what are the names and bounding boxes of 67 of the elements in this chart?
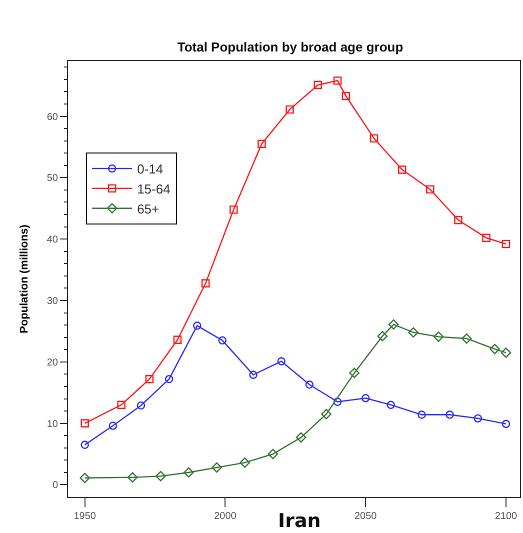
y-tick-label: 20 <box>46 357 58 368</box>
point <box>80 419 89 428</box>
point <box>212 462 222 473</box>
point <box>277 357 286 366</box>
point <box>286 105 294 114</box>
x-tick-label: 1950 <box>74 511 96 522</box>
point <box>349 368 360 378</box>
point <box>482 234 490 242</box>
point <box>305 380 314 389</box>
point <box>173 336 182 344</box>
point <box>145 374 154 384</box>
point <box>333 398 342 406</box>
point <box>386 400 396 410</box>
point <box>127 472 138 483</box>
point <box>490 344 500 354</box>
point <box>474 414 482 423</box>
point <box>192 322 202 330</box>
point <box>342 92 350 100</box>
point <box>361 394 370 402</box>
point <box>201 279 210 288</box>
legend-label: 15-64 <box>137 181 170 196</box>
point <box>454 216 462 224</box>
point <box>117 400 126 410</box>
point <box>461 333 472 344</box>
point <box>258 140 266 148</box>
x-tick-label: 2000 <box>214 511 237 522</box>
y-tick-label: 40 <box>46 234 58 246</box>
point <box>314 80 322 90</box>
point <box>155 470 166 482</box>
point <box>418 410 426 419</box>
point <box>108 422 118 430</box>
y-tick-label: 50 <box>46 173 58 184</box>
point <box>370 134 378 143</box>
point <box>136 401 146 410</box>
x-tick-label: 2050 <box>354 511 378 522</box>
point <box>321 408 332 420</box>
point <box>333 76 342 85</box>
x-axis-title: Iran <box>278 510 321 532</box>
point <box>268 448 278 460</box>
point <box>80 472 90 484</box>
point <box>164 374 174 384</box>
chart-title: Total Population by broad age group <box>177 40 404 55</box>
legend-label: 65+ <box>137 201 160 216</box>
x-tick-label: 2100 <box>494 511 518 522</box>
point <box>388 319 399 330</box>
point <box>377 330 388 342</box>
point <box>500 347 512 358</box>
point <box>502 240 510 248</box>
point <box>229 205 238 214</box>
point <box>80 440 89 449</box>
y-tick-label: 10 <box>46 418 58 430</box>
point <box>426 185 434 194</box>
point <box>398 166 406 174</box>
legend-label: 0-14 <box>137 162 164 177</box>
point <box>408 327 419 338</box>
y-tick-label: 30 <box>46 296 58 307</box>
y-tick-label: 0 <box>52 480 58 492</box>
point <box>296 432 306 443</box>
point <box>218 336 227 345</box>
y-tick-label: 60 <box>46 112 58 123</box>
point <box>184 467 194 478</box>
point <box>446 410 454 419</box>
point <box>502 420 510 428</box>
point <box>249 370 258 379</box>
point <box>433 332 444 342</box>
y-axis-title: Population (millions) <box>18 224 31 334</box>
point <box>240 457 250 468</box>
